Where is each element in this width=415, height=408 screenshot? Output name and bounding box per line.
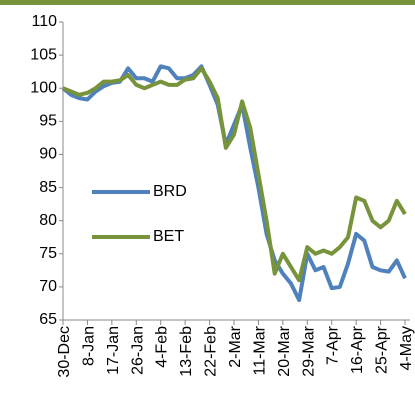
y-tick-label: 105 <box>30 46 57 63</box>
y-tick-label: 85 <box>39 179 57 196</box>
x-tick-label: 16-Apr <box>349 325 366 374</box>
y-tick-label: 75 <box>39 245 57 262</box>
header-bar <box>0 0 415 5</box>
y-tick-label: 100 <box>30 79 57 96</box>
x-tick-label: 13-Feb <box>178 326 195 377</box>
x-tick-label: 11-Mar <box>251 325 268 375</box>
x-tick-label: 26-Jan <box>129 326 146 375</box>
x-tick-label: 22-Feb <box>203 326 220 377</box>
y-tick-label: 70 <box>39 278 57 295</box>
x-tick-label: 29-Mar <box>300 325 317 376</box>
x-tick-label: 4-May <box>398 326 415 370</box>
series-line <box>61 64 407 303</box>
x-tick-label: 2-Mar <box>227 325 244 367</box>
x-tick-label: 30-Dec <box>56 326 73 378</box>
x-tick-label: 8-Jan <box>80 326 97 366</box>
y-tick-label: 110 <box>31 13 57 30</box>
x-tick-label: 25-Apr <box>374 325 391 374</box>
y-tick-label: 80 <box>39 212 57 229</box>
series-line <box>62 66 407 283</box>
x-tick-label: 7-Apr <box>325 325 342 365</box>
y-tick-label: 90 <box>39 146 57 163</box>
legend-label: BET <box>153 228 184 245</box>
x-tick-label: 17-Jan <box>105 326 122 375</box>
y-tick-label: 65 <box>39 311 57 328</box>
x-tick-label: 4-Feb <box>154 326 171 368</box>
y-tick-label: 95 <box>39 113 57 130</box>
x-tick-label: 20-Mar <box>276 325 293 376</box>
legend-label: BRD <box>153 183 187 200</box>
